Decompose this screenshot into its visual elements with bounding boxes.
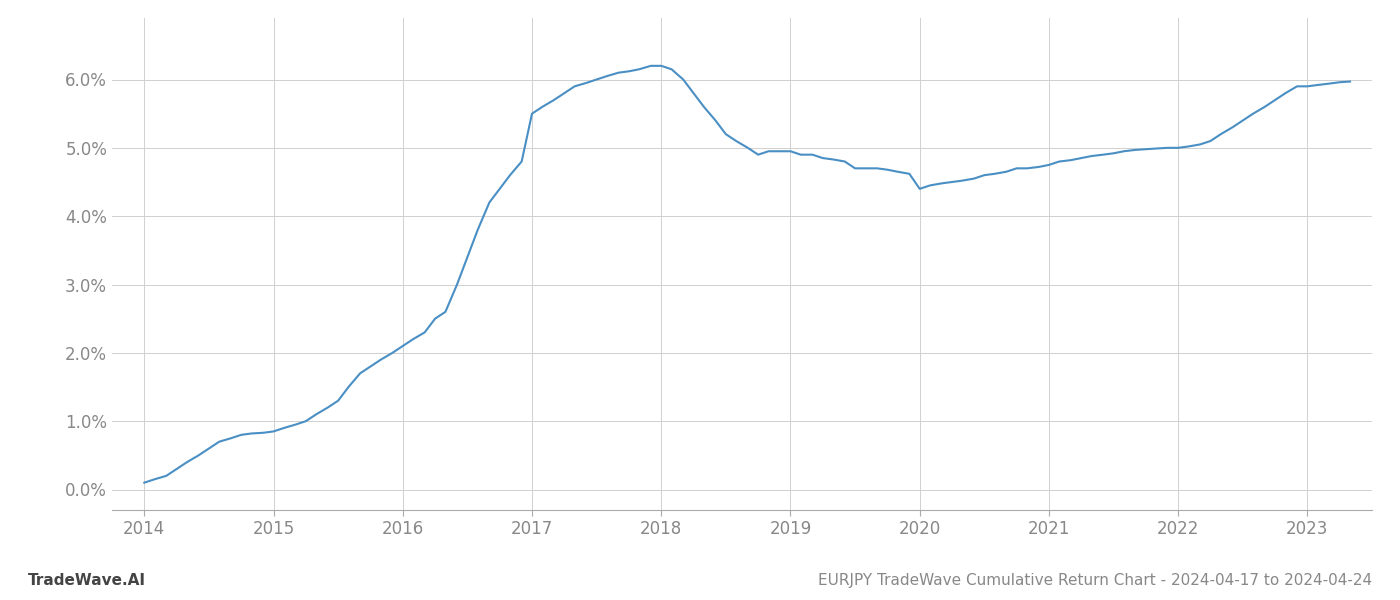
Text: EURJPY TradeWave Cumulative Return Chart - 2024-04-17 to 2024-04-24: EURJPY TradeWave Cumulative Return Chart… (818, 573, 1372, 588)
Text: TradeWave.AI: TradeWave.AI (28, 573, 146, 588)
